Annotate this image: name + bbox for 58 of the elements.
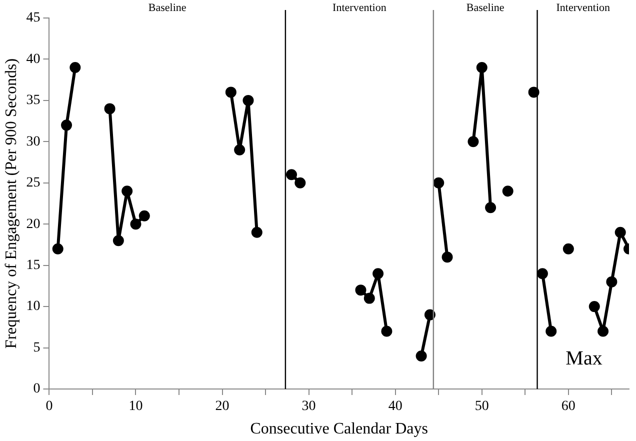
point [606,276,618,288]
point [502,186,514,197]
point [562,243,574,254]
point [242,94,254,106]
point [355,284,366,296]
x-tick-label: 20 [215,399,230,414]
point [286,169,298,180]
point [122,186,133,197]
point [364,292,375,304]
point [61,120,72,131]
x-tick-label: 60 [561,399,576,414]
point [130,218,142,230]
point [536,268,548,280]
y-axis-title: Frequency of Engagement (Per 900 Seconds) [2,58,20,349]
point [225,86,236,98]
x-tick-label: 10 [128,399,143,414]
y-tick-label: 45 [26,10,40,26]
point [381,326,392,337]
y-tick-label: 35 [26,93,40,108]
y-tick-label: 5 [33,340,40,356]
point [234,144,246,156]
text: Intervention [556,2,611,14]
point [485,202,496,214]
x-axis-title: Consecutive Calendar Days [250,420,428,438]
y-tick-label: 25 [26,176,40,191]
point [598,326,609,337]
point [528,86,540,98]
x-tick-label: 0 [46,399,53,414]
point [138,210,150,222]
y-tick-label: 15 [26,258,40,274]
y-tick-label: 10 [26,299,40,314]
point [70,62,81,73]
y-tick-label: 0 [33,382,40,397]
point [442,252,453,263]
point [104,103,116,114]
point [294,177,306,188]
point [546,326,557,337]
x-tick-label: 40 [388,399,402,414]
point [52,243,64,254]
x-tick-label: 30 [302,399,316,414]
point [251,226,262,238]
x-tick-label: 50 [474,399,489,414]
text: Baseline [148,2,186,14]
point [476,62,488,73]
text: Intervention [332,2,387,14]
y-tick-label: 40 [26,52,40,67]
y-tick-label: 30 [26,134,40,150]
point [433,177,444,188]
point [372,268,384,280]
y-tick-label: 20 [26,216,40,232]
text: Baseline [466,2,504,14]
point [424,309,436,320]
point [468,136,479,148]
point [614,226,626,238]
point [588,301,600,312]
point [112,235,124,246]
annotation: Max [566,347,602,370]
point [416,350,427,362]
